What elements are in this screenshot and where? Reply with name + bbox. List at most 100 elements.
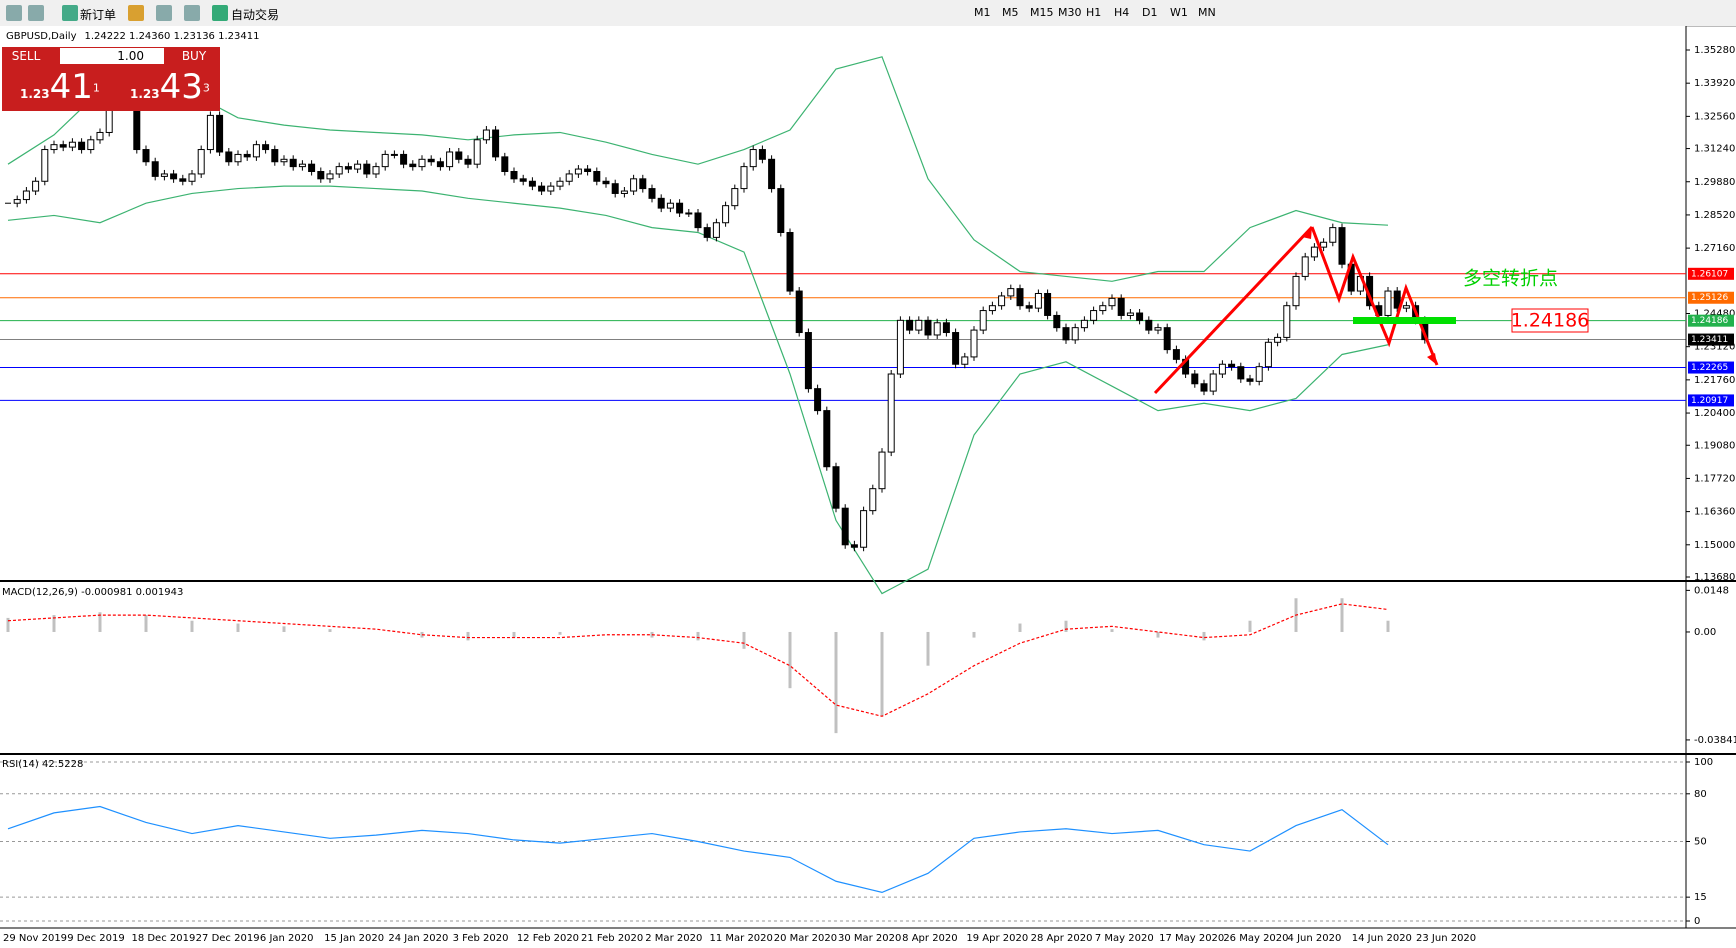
lot-input[interactable]: 1.00 [60,48,164,64]
timeframe[interactable]: M15 [1030,6,1054,19]
candle [68,141,76,148]
timeframe[interactable]: M30 [1058,6,1082,19]
x-tick-label: 6 Jan 2020 [260,933,314,944]
sell-button[interactable]: SELL [11,49,41,63]
timeframe[interactable]: H1 [1086,6,1102,19]
y-tick-label: 15 [1694,892,1707,903]
y-tick-label: 1.21760 [1694,375,1735,386]
x-tick-label: 21 Feb 2020 [581,933,643,944]
icon[interactable] [184,5,200,21]
x-tick-label: 17 May 2020 [1159,933,1224,944]
icon[interactable] [28,5,44,21]
level-label-bg [1688,333,1734,346]
candle [1154,327,1162,331]
x-tick-label: 29 Nov 2019 [3,933,67,944]
candle [915,319,923,331]
candle [234,153,242,163]
candle [32,180,40,192]
candle [216,114,224,153]
candle [565,173,573,182]
y-tick-label: 0.00 [1694,627,1716,638]
macd-title: MACD(12,26,9) -0.000981 0.001943 [2,587,183,598]
sell-price[interactable]: 1.23411 [20,67,100,107]
candle [712,222,720,238]
candle [1338,227,1346,265]
x-tick-label: 18 Dec 2019 [131,933,195,944]
icon[interactable] [212,5,228,21]
x-tick-label: 12 Feb 2020 [517,933,579,944]
y-tick-label: 1.20400 [1694,408,1735,419]
timeframe[interactable]: D1 [1142,6,1158,19]
candle [1283,305,1291,338]
candle [326,173,334,180]
candle [78,141,86,151]
candle [308,163,316,173]
level-label: 1.23411 [1691,335,1728,345]
candle [786,231,794,292]
timeframe[interactable]: M1 [974,6,991,19]
candle [344,166,352,170]
price-prefix: 1.23 [20,87,50,101]
icon[interactable] [156,5,172,21]
candle [620,190,628,194]
candle [1246,378,1254,382]
candle [206,114,214,151]
candle [639,178,647,190]
timeframe[interactable]: M5 [1002,6,1019,19]
candle [390,153,398,156]
candle [22,190,30,201]
y-tick-label: 1.33920 [1694,78,1735,89]
buy-button[interactable]: BUY [181,49,207,63]
x-tick-label: 28 Apr 2020 [1031,933,1093,944]
candle [464,158,472,165]
candle [262,144,270,151]
arrow [1310,226,1439,366]
candle [1393,290,1401,309]
candle [280,158,288,163]
x-tick-label: 19 Apr 2020 [966,933,1028,944]
auto-trading[interactable]: 自动交易 [231,8,280,22]
toolbar: 新订单 自动交易 M1 M5 M15 M30 H1 H4 D1 W1 MN [0,0,1736,27]
timeframe[interactable]: MN [1198,6,1216,19]
candle [1200,383,1208,392]
new-order[interactable]: 新订单 [80,8,117,22]
price-big: 43 [159,67,203,107]
icon[interactable] [6,5,22,21]
y-tick-label: 1.27160 [1694,243,1735,254]
level-label: 1.25126 [1691,293,1728,303]
candle [970,329,978,358]
price-sup: 1 [92,81,100,95]
candle [400,153,408,165]
candle [298,163,306,168]
icon[interactable] [62,5,78,21]
timeframe[interactable]: W1 [1170,6,1188,19]
candle [446,151,454,168]
candle [933,322,941,336]
candle [1274,336,1282,343]
candle [666,202,674,209]
annotation-box [1511,308,1589,333]
annotation: 多空转折点 [1463,268,1558,290]
candle [492,129,500,158]
y-tick-label: 1.35280 [1694,45,1735,56]
candle [142,149,150,163]
candle [363,163,371,175]
candle [602,180,610,185]
candle [1218,363,1226,375]
y-tick-label: 1.29880 [1694,177,1735,188]
candle [188,173,196,182]
symbol: GBPUSD,Daily [6,31,77,42]
candle [777,188,785,233]
icon[interactable] [128,5,144,21]
level-marker [1353,317,1456,324]
y-tick-label: 1.24480 [1694,309,1735,320]
buy-price[interactable]: 1.23433 [130,67,210,107]
candle [1320,241,1328,248]
macd-signal [7,603,1389,717]
candle [372,166,380,175]
level-label-bg [1688,314,1734,327]
timeframe[interactable]: H4 [1114,6,1130,19]
x-tick-label: 15 Jan 2020 [324,933,384,944]
level-label-bg [1688,361,1734,374]
